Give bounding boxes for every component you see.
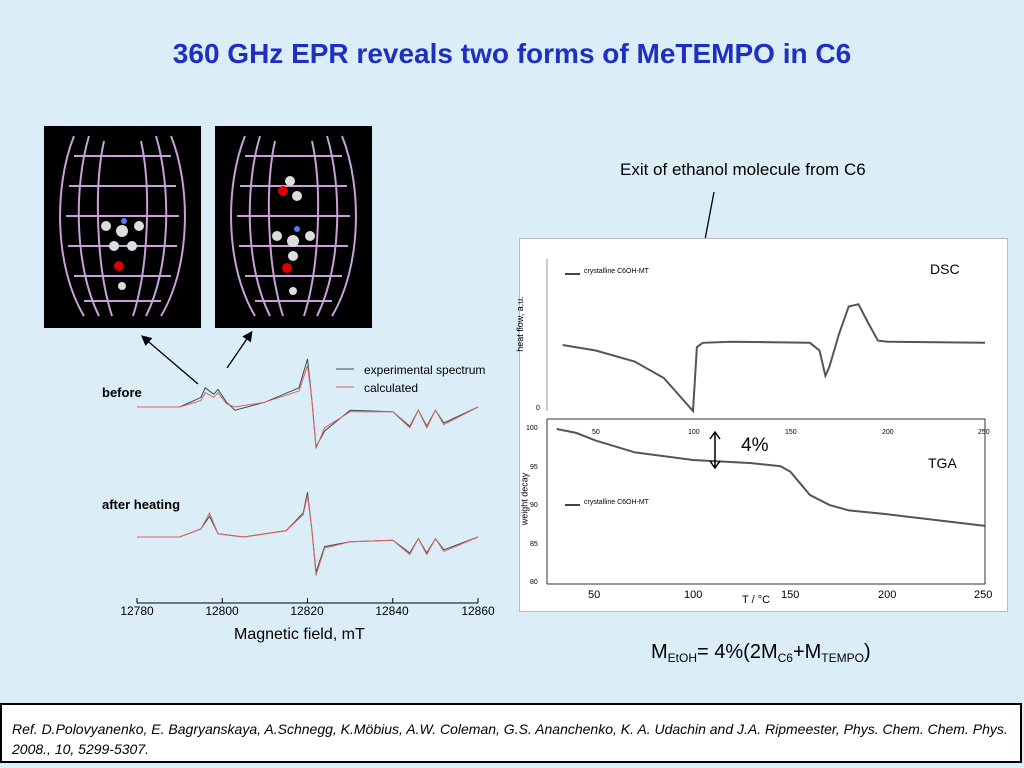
x-axis-label: Magnetic field, mT: [234, 626, 365, 643]
tga-y-tick: 100: [526, 425, 538, 432]
tga-x-tick: 150: [781, 589, 800, 601]
dsc-line: [562, 303, 986, 414]
slide-title: 360 GHz EPR reveals two forms of MeTEMPO…: [172, 38, 852, 69]
dsc-tga-panel: crystalline C6OH-MT crystalline C6OH-MT …: [515, 238, 1008, 612]
tga-x-tick: 50: [588, 589, 601, 601]
label-after-heating: after heating: [102, 497, 181, 512]
tga-title: TGA: [928, 455, 957, 471]
dsc-zero: 0: [536, 405, 540, 412]
reference-box: Ref. D.Polovyanenko, E. Bagryanskaya, A.…: [0, 703, 1022, 763]
tga-y-tick: 85: [530, 541, 538, 548]
x-tick: 12840: [375, 604, 409, 618]
capsule-structure-icon: [230, 135, 357, 317]
dsc-x-tick: 200: [882, 429, 894, 436]
legend-experimental: experimental spectrum: [364, 363, 486, 377]
tga-xlabel: T / °C: [742, 594, 771, 606]
epr-line-calculated-before: [137, 365, 479, 449]
dsc-x-tick: 100: [688, 429, 700, 436]
epr-spectra-chart: [136, 358, 479, 604]
dsc-title: DSC: [930, 261, 960, 277]
molecule-image-before: [44, 126, 201, 328]
percent-label: 4%: [741, 435, 769, 456]
label-before: before: [102, 385, 142, 400]
tga-y-tick: 95: [530, 464, 538, 471]
molecule-image-after: [215, 126, 372, 328]
dsc-legend: crystalline C6OH-MT: [584, 268, 649, 275]
dsc-ylabel: heat flow, a.u.: [514, 296, 525, 352]
dsc-tga-chart: [546, 259, 986, 585]
x-tick: 12780: [120, 604, 154, 618]
ethanol-exit-annotation: Exit of ethanol molecule from C6: [620, 160, 866, 179]
tga-legend: crystalline C6OH-MT: [584, 499, 649, 506]
tga-y-tick: 90: [530, 502, 538, 509]
tga-x-tick: 100: [684, 589, 703, 601]
dsc-x-tick: 150: [785, 429, 797, 436]
capsule-structure-icon: [59, 135, 186, 317]
tga-y-tick: 80: [530, 579, 538, 586]
x-tick: 12820: [290, 604, 324, 618]
tga-ylabel: weight decay: [519, 472, 530, 526]
dsc-x-tick: 250: [978, 429, 990, 436]
epr-line-experimental-spectrum-after-heating: [137, 492, 479, 573]
dsc-x-tick: 50: [592, 429, 600, 436]
epr-line-calculated-after-heating: [137, 495, 479, 576]
legend-calculated: calculated: [364, 381, 419, 395]
tga-x-tick: 250: [974, 589, 993, 601]
mass-formula: MEtOH= 4%(2MC6+MTEMPO): [651, 641, 871, 665]
tga-x-tick: 200: [878, 589, 897, 601]
tga-line: [556, 428, 986, 527]
x-tick: 12860: [461, 604, 495, 618]
x-tick: 12800: [205, 604, 239, 618]
